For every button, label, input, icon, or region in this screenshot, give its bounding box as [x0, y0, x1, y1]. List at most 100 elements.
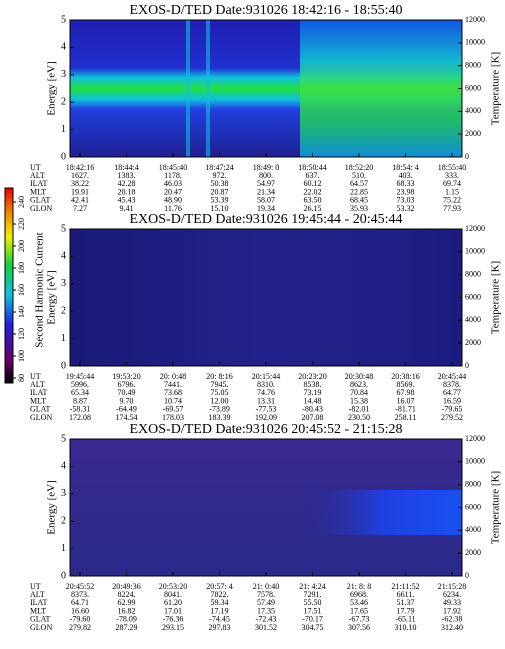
- table-cell: 19:45:44: [66, 372, 94, 381]
- y-axis-label: Energy [eV]: [46, 480, 58, 534]
- table-cell: 46.03: [164, 179, 182, 188]
- table-cell: 55.50: [304, 598, 322, 607]
- table-cell: 20:23:20: [298, 372, 326, 381]
- table-cell: 20.18: [118, 187, 136, 196]
- y-tick-label: 0: [61, 360, 66, 371]
- y2-tick-label: 6000: [465, 83, 481, 92]
- table-cell: 64.71: [71, 598, 89, 607]
- table-cell: 19.91: [71, 187, 89, 196]
- table-cell: 18:50:44: [298, 163, 326, 172]
- table-cell: 333.: [445, 171, 459, 180]
- y-tick-label: 5: [61, 14, 66, 25]
- table-cell: 69.74: [443, 179, 461, 188]
- table-cell: -82.01: [349, 405, 370, 414]
- table-cell: -80.43: [302, 405, 323, 414]
- table-cell: -73.89: [209, 405, 230, 414]
- table-cell: 20.47: [164, 187, 182, 196]
- table-cell: 1383.: [118, 171, 136, 180]
- table-cell: 42.28: [118, 179, 136, 188]
- table-cell: 293.15: [162, 623, 184, 632]
- table-cell: 279.52: [441, 413, 463, 422]
- table-cell: 20:30:48: [345, 372, 373, 381]
- y-tick-label: 1: [61, 333, 66, 344]
- table-cell: -78.09: [116, 615, 137, 624]
- table-cell: 310.10: [395, 623, 417, 632]
- table-cell: 17.35: [257, 606, 275, 615]
- table-cell: 20: 8:16: [206, 372, 232, 381]
- table-cell: 67.98: [397, 388, 415, 397]
- row-label: GLON: [30, 413, 52, 422]
- y2-tick-label: 2000: [465, 338, 481, 347]
- table-cell: 9.70: [120, 396, 134, 405]
- table-cell: 7291.: [304, 590, 322, 599]
- colorbar-tick-label: 220: [17, 218, 26, 230]
- y-tick-label: 2: [61, 305, 66, 316]
- table-cell: 21.34: [257, 187, 275, 196]
- table-cell: 61.20: [164, 598, 182, 607]
- table-cell: 279.82: [69, 623, 91, 632]
- y-tick-label: 0: [61, 570, 66, 581]
- table-cell: 59.34: [211, 598, 229, 607]
- table-cell: 17.65: [350, 606, 368, 615]
- table-cell: 49.33: [443, 598, 461, 607]
- row-label: GLAT: [30, 405, 51, 414]
- table-cell: 18:52:20: [345, 163, 373, 172]
- table-cell: 21: 8: 8: [347, 582, 371, 591]
- table-cell: -81.71: [395, 405, 416, 414]
- y2-tick-label: 4000: [465, 315, 481, 324]
- colorbar-tick-label: 160: [17, 284, 26, 296]
- table-cell: 68.33: [397, 179, 415, 188]
- table-cell: 20:53:20: [159, 582, 187, 591]
- table-cell: -67.73: [349, 615, 370, 624]
- row-label: MLT: [30, 396, 46, 405]
- table-cell: 20:49:36: [112, 582, 140, 591]
- spectrogram-1: [70, 20, 462, 157]
- table-cell: 64.77: [443, 388, 461, 397]
- table-cell: 297.83: [209, 623, 231, 632]
- table-cell: 178.03: [162, 413, 184, 422]
- table-cell: 7945.: [211, 380, 229, 389]
- table-cell: 73.19: [304, 388, 322, 397]
- colorbar-tick-label: 200: [17, 240, 26, 252]
- y2-tick-label: 10000: [465, 38, 485, 47]
- table-cell: 22.85: [350, 187, 368, 196]
- table-cell: 17.01: [164, 606, 182, 615]
- colorbar-tick-label: 140: [17, 306, 26, 318]
- table-cell: 230.50: [348, 413, 370, 422]
- table-cell: 77.93: [443, 204, 461, 213]
- y2-tick-label: 12000: [465, 224, 485, 233]
- table-cell: 16.60: [71, 606, 89, 615]
- table-cell: 26.15: [304, 204, 322, 213]
- y2-tick-label: 10000: [465, 247, 485, 256]
- table-cell: 74.76: [257, 388, 275, 397]
- y-tick-label: 1: [61, 124, 66, 135]
- y-tick-label: 3: [61, 69, 66, 80]
- table-cell: 15.10: [211, 204, 229, 213]
- table-cell: 18:54: 4: [392, 163, 418, 172]
- table-cell: 18:44:4: [114, 163, 138, 172]
- table-cell: 8041.: [164, 590, 182, 599]
- table-cell: -74.45: [209, 615, 230, 624]
- table-cell: 20: 0:48: [160, 372, 186, 381]
- y2-tick-label: 4000: [465, 106, 481, 115]
- table-cell: 23.98: [397, 187, 415, 196]
- table-cell: 57.49: [257, 598, 275, 607]
- table-cell: 8310.: [257, 380, 275, 389]
- y-tick-label: 4: [61, 251, 66, 262]
- y-tick-label: 3: [61, 278, 66, 289]
- y2-tick-label: 6000: [465, 502, 481, 511]
- table-cell: 7578.: [257, 590, 275, 599]
- table-cell: 18:45:40: [159, 163, 187, 172]
- y2-tick-label: 6000: [465, 292, 481, 301]
- table-cell: 15.38: [350, 396, 368, 405]
- table-cell: -77.53: [256, 405, 277, 414]
- table-cell: 16.59: [443, 396, 461, 405]
- y2-tick-label: 8000: [465, 269, 481, 278]
- table-cell: -72.43: [256, 615, 277, 624]
- y-tick-label: 0: [61, 151, 66, 162]
- table-cell: 42.41: [71, 196, 89, 205]
- table-cell: 11.76: [164, 204, 182, 213]
- table-cell: 20:45:44: [438, 372, 466, 381]
